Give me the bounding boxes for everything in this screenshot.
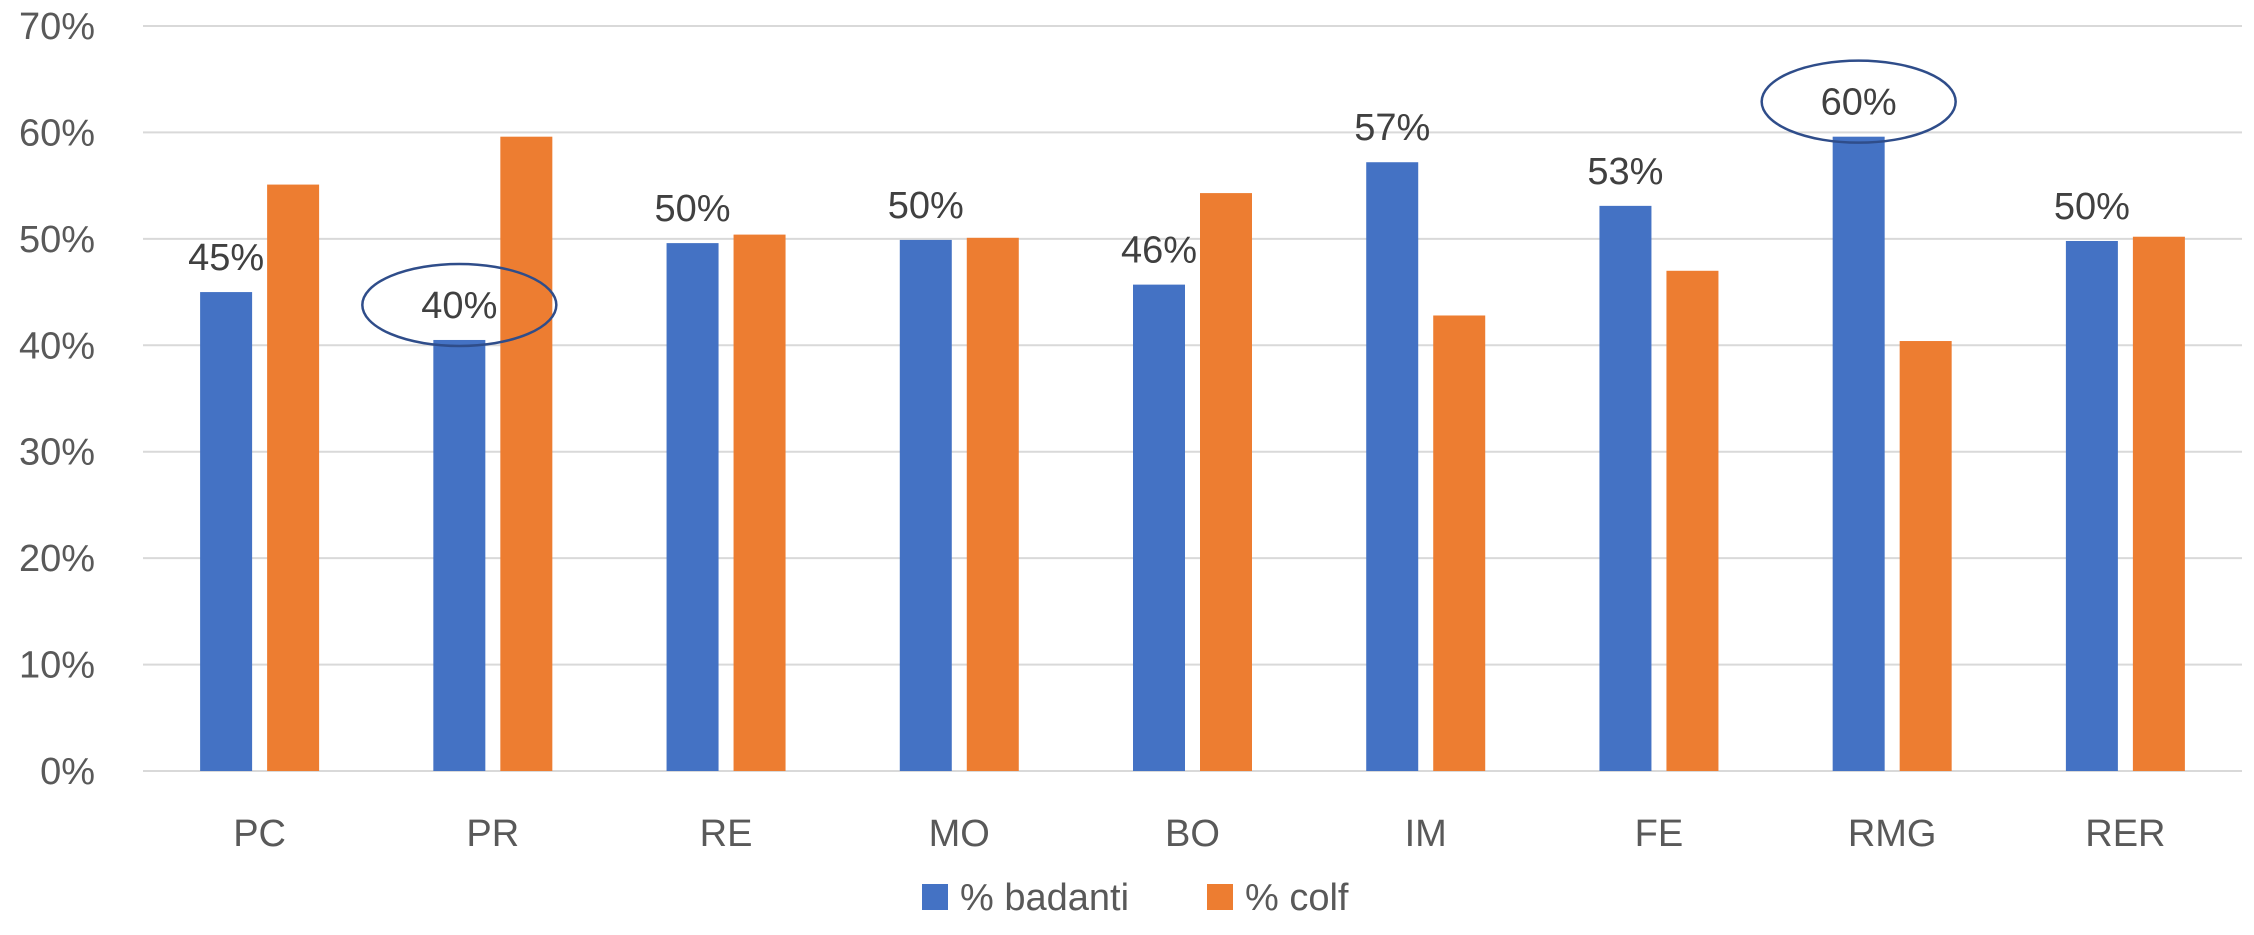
y-tick-label: 30% [19,432,95,474]
data-labels: 45% 40% 50% 50% 46% 57% 53% 60% 50% [188,82,2130,327]
bar-colf-pc [267,184,320,772]
bar-badanti-bo [1133,284,1185,771]
bar-badanti-fe [1599,205,1652,772]
legend-swatch-1 [1207,884,1233,910]
x-category-label: IM [1405,813,1447,855]
bar-colf-rer [2132,236,2185,771]
data-label-mo: 50% [888,185,964,227]
data-label-pc: 45% [188,237,264,279]
bar-badanti-re [666,243,719,772]
data-label-im: 57% [1354,107,1430,149]
y-axis-ticks: 0% 10% 20% 30% 40% 50% 60% 70% [19,6,95,793]
highlight-ellipses [361,59,1957,348]
y-tick-label: 70% [19,6,95,48]
data-label-pr: 40% [421,285,497,327]
bar-colf-bo [1200,193,1252,772]
bar-colf-pr [500,136,553,771]
x-category-label: MO [929,813,990,855]
data-label-fe: 53% [1587,151,1663,193]
x-category-label: PC [233,813,286,855]
legend-swatch-0 [922,884,948,910]
legend-label-0: % badanti [960,877,1129,919]
bar-badanti-im [1366,162,1419,771]
bar-colf-fe [1666,270,1719,771]
bar-badanti-rer [2065,240,2118,771]
x-category-label: RMG [1848,813,1937,855]
y-tick-label: 60% [19,112,95,154]
x-category-label: FE [1635,813,1684,855]
bar-badanti-pr [433,339,486,771]
bars [200,136,2185,772]
highlight-ellipse-rmg [1760,59,1957,144]
x-category-label: RER [2085,813,2165,855]
y-tick-label: 10% [19,645,95,687]
gridlines [143,25,2242,772]
x-category-label: PR [466,813,519,855]
bar-badanti-pc [200,292,253,771]
data-label-rmg: 60% [1821,82,1897,124]
bar-colf-mo [966,237,1019,772]
x-category-label: BO [1165,813,1220,855]
legend: % badanti % colf [922,877,1349,919]
data-label-bo: 46% [1121,230,1197,272]
legend-label-1: % colf [1245,877,1349,919]
bar-colf-re [733,234,786,772]
bar-badanti-rmg [1832,136,1885,771]
bar-colf-im [1433,315,1486,771]
x-axis-categories: PC PR RE MO BO IM FE RMG RER [233,813,2165,855]
data-label-re: 50% [655,188,731,230]
y-tick-label: 20% [19,538,95,580]
data-label-rer: 50% [2054,186,2130,228]
y-tick-label: 50% [19,219,95,261]
highlight-ellipse-pr [361,262,558,348]
bar-badanti-mo [899,239,952,771]
y-tick-label: 0% [40,751,95,793]
x-category-label: RE [700,813,753,855]
bar-colf-rmg [1899,341,1952,771]
y-tick-label: 40% [19,325,95,367]
